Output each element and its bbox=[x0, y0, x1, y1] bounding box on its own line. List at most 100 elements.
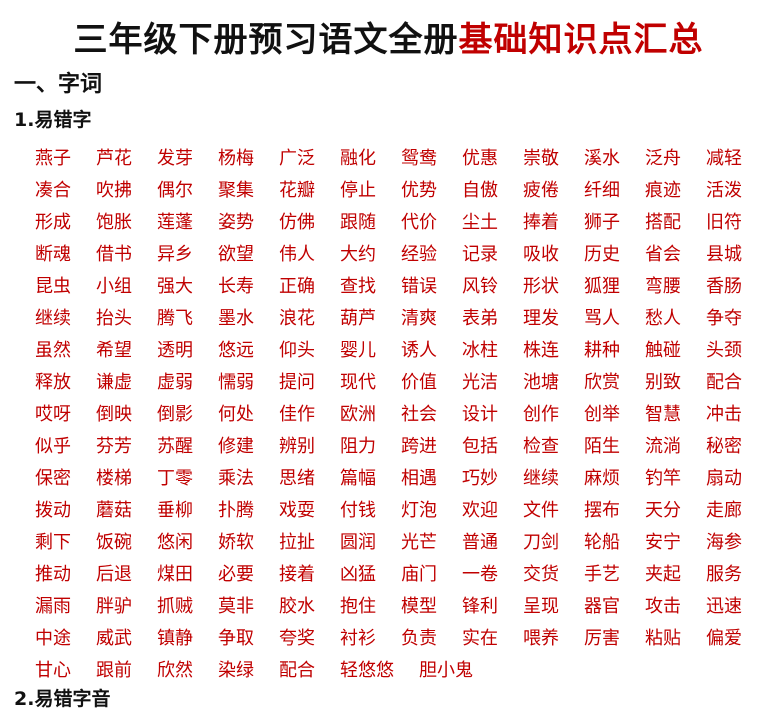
word: 跟随 bbox=[340, 212, 376, 233]
word: 浪花 bbox=[279, 308, 315, 329]
word: 甘心 bbox=[35, 660, 71, 681]
word: 锋利 bbox=[462, 596, 498, 617]
word: 必要 bbox=[218, 564, 254, 585]
word: 光芒 bbox=[401, 532, 437, 553]
word: 燕子 bbox=[35, 148, 71, 169]
word: 优势 bbox=[401, 180, 437, 201]
word: 昆虫 bbox=[35, 276, 71, 297]
word: 拉扯 bbox=[279, 532, 315, 553]
word: 冰柱 bbox=[462, 340, 498, 361]
word: 圆润 bbox=[340, 532, 376, 553]
word: 手艺 bbox=[584, 564, 620, 585]
word: 仿佛 bbox=[279, 212, 315, 233]
word: 杨梅 bbox=[218, 148, 254, 169]
word: 付钱 bbox=[340, 500, 376, 521]
word: 花瓣 bbox=[279, 180, 315, 201]
word: 服务 bbox=[706, 564, 742, 585]
word-row: 哎呀 倒映 倒影 何处 佳作 欧洲 社会 设计 创作 创举 智慧 冲击 bbox=[35, 397, 742, 429]
word: 理发 bbox=[523, 308, 559, 329]
word: 扇动 bbox=[706, 468, 742, 489]
word: 历史 bbox=[584, 244, 620, 265]
word-row: 拨动 蘑菇 垂柳 扑腾 戏耍 付钱 灯泡 欢迎 文件 摆布 天分 走廊 bbox=[35, 493, 742, 525]
word: 思绪 bbox=[279, 468, 315, 489]
word-row: 甘心 跟前 欣然 染绿 配合 轻悠悠 胆小鬼 bbox=[35, 653, 742, 685]
word: 哎呀 bbox=[35, 404, 71, 425]
word: 清爽 bbox=[401, 308, 437, 329]
word: 透明 bbox=[157, 340, 193, 361]
word: 现代 bbox=[340, 372, 376, 393]
word: 胆小鬼 bbox=[419, 660, 473, 681]
word: 走廊 bbox=[706, 500, 742, 521]
word: 泛舟 bbox=[645, 148, 681, 169]
word: 实在 bbox=[462, 628, 498, 649]
word: 钓竿 bbox=[645, 468, 681, 489]
word: 苏醒 bbox=[157, 436, 193, 457]
word: 欣赏 bbox=[584, 372, 620, 393]
word: 愁人 bbox=[645, 308, 681, 329]
word: 痕迹 bbox=[645, 180, 681, 201]
word: 借书 bbox=[96, 244, 132, 265]
word: 负责 bbox=[401, 628, 437, 649]
word: 希望 bbox=[96, 340, 132, 361]
word: 垂柳 bbox=[157, 500, 193, 521]
word: 辨别 bbox=[279, 436, 315, 457]
word: 提问 bbox=[279, 372, 315, 393]
word: 吹拂 bbox=[96, 180, 132, 201]
word: 继续 bbox=[523, 468, 559, 489]
word: 广泛 bbox=[279, 148, 315, 169]
word: 配合 bbox=[279, 660, 315, 681]
word: 楼梯 bbox=[96, 468, 132, 489]
word: 崇敬 bbox=[523, 148, 559, 169]
word: 莫非 bbox=[218, 596, 254, 617]
word: 社会 bbox=[401, 404, 437, 425]
word: 姿势 bbox=[218, 212, 254, 233]
word: 株连 bbox=[523, 340, 559, 361]
word-row: 剩下 饭碗 悠闲 娇软 拉扯 圆润 光芒 普通 刀剑 轮船 安宁 海参 bbox=[35, 525, 742, 557]
word: 弯腰 bbox=[645, 276, 681, 297]
word: 异乡 bbox=[157, 244, 193, 265]
word: 风铃 bbox=[462, 276, 498, 297]
word-row: 漏雨 胖驴 抓贼 莫非 胶水 抱住 模型 锋利 呈现 器官 攻击 迅速 bbox=[35, 589, 742, 621]
word: 相遇 bbox=[401, 468, 437, 489]
word: 威武 bbox=[96, 628, 132, 649]
word: 天分 bbox=[645, 500, 681, 521]
word: 大约 bbox=[340, 244, 376, 265]
word: 一卷 bbox=[462, 564, 498, 585]
word: 狐狸 bbox=[584, 276, 620, 297]
word: 巧妙 bbox=[462, 468, 498, 489]
word: 跨进 bbox=[401, 436, 437, 457]
word: 停止 bbox=[340, 180, 376, 201]
word: 漏雨 bbox=[35, 596, 71, 617]
word: 争夺 bbox=[706, 308, 742, 329]
word: 煤田 bbox=[157, 564, 193, 585]
title: 三年级下册预习语文全册基础知识点汇总 bbox=[0, 12, 777, 61]
word: 耕种 bbox=[584, 340, 620, 361]
word: 交货 bbox=[523, 564, 559, 585]
word: 查找 bbox=[340, 276, 376, 297]
word-row: 推动 后退 煤田 必要 接着 凶猛 庙门 一卷 交货 手艺 夹起 服务 bbox=[35, 557, 742, 589]
word: 似乎 bbox=[35, 436, 71, 457]
word: 虚弱 bbox=[157, 372, 193, 393]
word: 芦花 bbox=[96, 148, 132, 169]
word: 跟前 bbox=[96, 660, 132, 681]
word: 拨动 bbox=[35, 500, 71, 521]
word: 强大 bbox=[157, 276, 193, 297]
word: 检查 bbox=[523, 436, 559, 457]
word: 夹起 bbox=[645, 564, 681, 585]
title-black: 三年级下册预习语文全册 bbox=[73, 20, 459, 60]
word: 灯泡 bbox=[401, 500, 437, 521]
word: 芬芳 bbox=[96, 436, 132, 457]
word: 抬头 bbox=[96, 308, 132, 329]
word: 表弟 bbox=[462, 308, 498, 329]
word: 聚集 bbox=[218, 180, 254, 201]
word: 葫芦 bbox=[340, 308, 376, 329]
word: 戏耍 bbox=[279, 500, 315, 521]
word-row: 继续 抬头 腾飞 墨水 浪花 葫芦 清爽 表弟 理发 骂人 愁人 争夺 bbox=[35, 301, 742, 333]
word: 修建 bbox=[218, 436, 254, 457]
word: 模型 bbox=[401, 596, 437, 617]
word: 县城 bbox=[706, 244, 742, 265]
word: 头颈 bbox=[706, 340, 742, 361]
word-row: 似乎 芬芳 苏醒 修建 辨别 阻力 跨进 包括 检查 陌生 流淌 秘密 bbox=[35, 429, 742, 461]
word: 搭配 bbox=[645, 212, 681, 233]
